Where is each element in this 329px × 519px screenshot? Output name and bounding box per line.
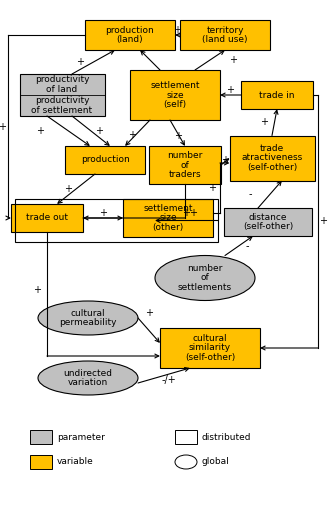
Text: territory
(land use): territory (land use) — [202, 25, 248, 44]
FancyBboxPatch shape — [241, 81, 313, 109]
Text: +: + — [226, 85, 235, 95]
Text: +: + — [145, 308, 153, 318]
FancyBboxPatch shape — [11, 204, 83, 232]
Text: +: + — [129, 130, 137, 140]
FancyBboxPatch shape — [149, 146, 221, 184]
Text: cultural
permeability: cultural permeability — [59, 309, 117, 327]
Text: production: production — [81, 156, 129, 165]
Text: -/+: -/+ — [162, 376, 176, 386]
Text: settlement
size
(self): settlement size (self) — [150, 81, 200, 109]
FancyBboxPatch shape — [19, 74, 105, 116]
FancyBboxPatch shape — [175, 430, 197, 444]
Text: +: + — [229, 55, 237, 65]
FancyBboxPatch shape — [30, 430, 52, 444]
FancyBboxPatch shape — [224, 208, 312, 236]
Ellipse shape — [38, 361, 138, 395]
FancyBboxPatch shape — [65, 146, 145, 174]
Ellipse shape — [175, 455, 197, 469]
Text: trade out: trade out — [26, 213, 68, 223]
Text: +: + — [36, 126, 44, 136]
FancyBboxPatch shape — [130, 70, 220, 120]
FancyBboxPatch shape — [123, 199, 213, 237]
Text: production
(land): production (land) — [106, 25, 154, 44]
Ellipse shape — [38, 301, 138, 335]
Text: cultural
similarity
(self-other): cultural similarity (self-other) — [185, 334, 235, 362]
Text: number
of
settlements: number of settlements — [178, 264, 232, 292]
Text: +: + — [189, 208, 197, 218]
Text: global: global — [202, 458, 230, 467]
Text: distributed: distributed — [202, 432, 251, 442]
FancyBboxPatch shape — [230, 135, 315, 181]
Text: -: - — [248, 189, 252, 199]
Text: productivity
of land: productivity of land — [35, 75, 89, 94]
FancyBboxPatch shape — [30, 455, 52, 469]
Text: +: + — [64, 184, 72, 194]
Text: settlement
size
(other): settlement size (other) — [143, 204, 193, 232]
Text: undirected
variation: undirected variation — [63, 368, 113, 387]
Text: variable: variable — [57, 458, 94, 467]
Text: +: + — [174, 131, 182, 141]
Text: -: - — [245, 241, 249, 251]
Text: trade in: trade in — [259, 90, 295, 100]
Text: +: + — [260, 117, 268, 127]
Text: +: + — [173, 25, 182, 35]
Text: +: + — [208, 183, 216, 193]
Text: +: + — [95, 126, 103, 136]
FancyBboxPatch shape — [180, 20, 270, 50]
FancyBboxPatch shape — [160, 328, 260, 368]
Text: +: + — [99, 208, 107, 218]
Text: trade
atractiveness
(self-other): trade atractiveness (self-other) — [241, 144, 303, 172]
Text: +: + — [0, 121, 6, 131]
Text: number
of
traders: number of traders — [167, 151, 203, 179]
Text: +: + — [33, 285, 41, 295]
Text: productivity
of settlement: productivity of settlement — [32, 96, 92, 115]
Text: parameter: parameter — [57, 432, 105, 442]
Text: +: + — [319, 216, 327, 226]
Ellipse shape — [155, 255, 255, 301]
FancyBboxPatch shape — [85, 20, 175, 50]
Text: +: + — [183, 209, 190, 218]
Text: +: + — [76, 57, 84, 67]
Text: distance
(self-other): distance (self-other) — [243, 213, 293, 231]
Text: +: + — [221, 155, 229, 165]
